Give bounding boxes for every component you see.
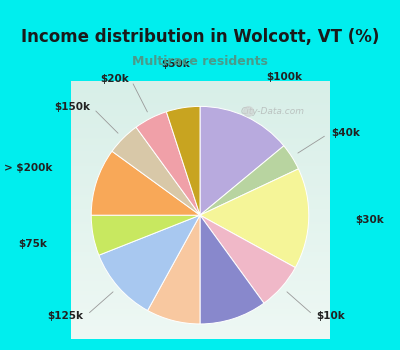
Text: $40k: $40k (331, 128, 360, 138)
Text: $100k: $100k (266, 72, 302, 82)
Wedge shape (200, 106, 284, 215)
Text: $10k: $10k (316, 311, 345, 321)
Wedge shape (91, 151, 200, 215)
Text: City-Data.com: City-Data.com (240, 107, 304, 116)
Text: $125k: $125k (48, 311, 84, 321)
Wedge shape (200, 169, 309, 268)
Text: $75k: $75k (18, 239, 48, 249)
Wedge shape (136, 112, 200, 215)
Wedge shape (200, 215, 295, 303)
Wedge shape (166, 106, 200, 215)
Wedge shape (99, 215, 200, 310)
Text: $20k: $20k (101, 74, 130, 84)
Wedge shape (200, 146, 298, 215)
Wedge shape (200, 215, 264, 324)
Wedge shape (148, 215, 200, 324)
Text: Multirace residents: Multirace residents (132, 55, 268, 68)
Text: > $200k: > $200k (4, 163, 52, 173)
Wedge shape (91, 215, 200, 255)
Wedge shape (112, 127, 200, 215)
Text: Income distribution in Wolcott, VT (%): Income distribution in Wolcott, VT (%) (21, 28, 379, 46)
Text: $50k: $50k (161, 60, 190, 69)
Text: $30k: $30k (355, 215, 384, 225)
Text: $150k: $150k (54, 102, 90, 112)
